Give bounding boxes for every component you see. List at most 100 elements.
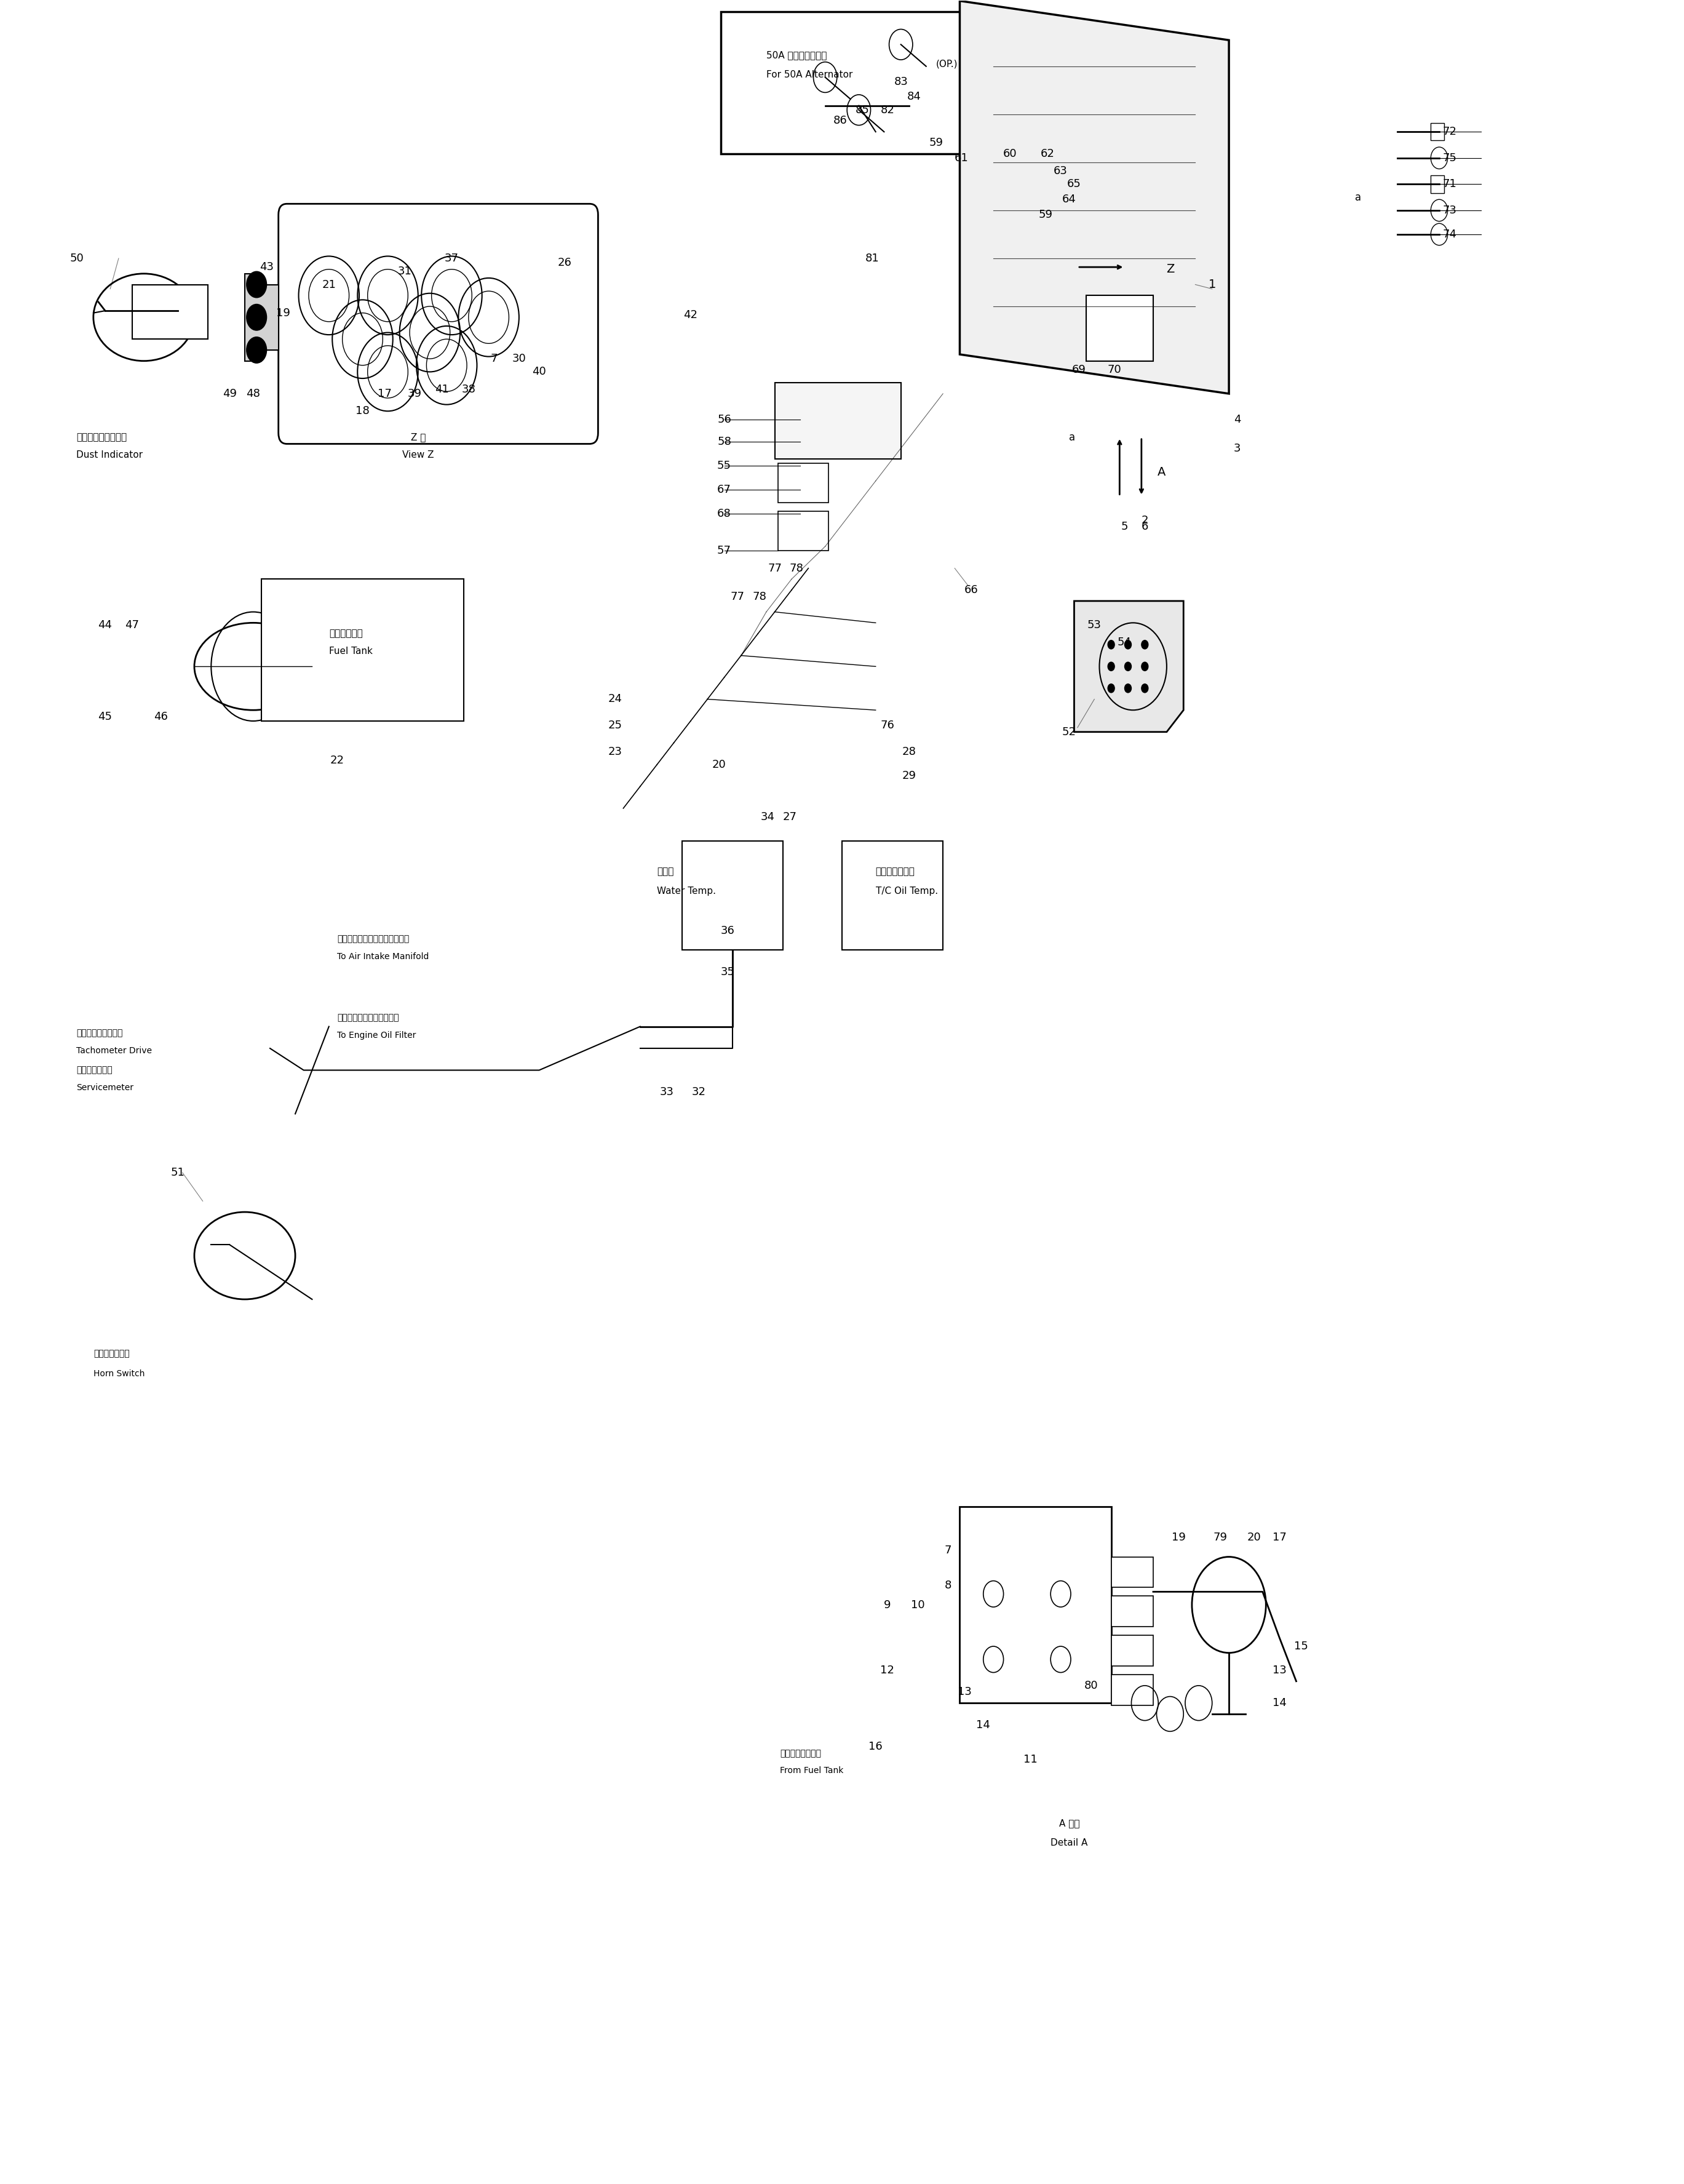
Text: 70: 70 bbox=[1108, 365, 1122, 376]
Text: 8: 8 bbox=[945, 1579, 951, 1590]
Text: 33: 33 bbox=[660, 1085, 674, 1099]
Text: Fuel Tank: Fuel Tank bbox=[328, 646, 372, 655]
Polygon shape bbox=[1074, 601, 1184, 732]
Text: 14: 14 bbox=[977, 1719, 990, 1730]
Text: 17: 17 bbox=[377, 389, 391, 400]
Bar bbox=[842, 841, 943, 950]
Text: 10: 10 bbox=[911, 1599, 925, 1610]
Text: Servicemeter: Servicemeter bbox=[76, 1083, 133, 1092]
Ellipse shape bbox=[194, 1212, 295, 1299]
Text: 20: 20 bbox=[712, 760, 726, 771]
Text: To Air Intake Manifold: To Air Intake Manifold bbox=[337, 952, 429, 961]
Text: 69: 69 bbox=[1073, 365, 1086, 376]
Text: 22: 22 bbox=[330, 756, 345, 767]
Text: 11: 11 bbox=[1024, 1754, 1037, 1765]
Text: 16: 16 bbox=[869, 1741, 882, 1752]
Text: Dust Indicator: Dust Indicator bbox=[76, 450, 143, 459]
Text: 61: 61 bbox=[955, 153, 968, 164]
Text: 19: 19 bbox=[1172, 1531, 1186, 1542]
Bar bbox=[1431, 175, 1445, 192]
Ellipse shape bbox=[194, 622, 312, 710]
Text: 12: 12 bbox=[881, 1664, 894, 1675]
Text: 63: 63 bbox=[1054, 166, 1068, 177]
Text: 4: 4 bbox=[1234, 415, 1241, 426]
FancyBboxPatch shape bbox=[278, 203, 598, 443]
Text: 55: 55 bbox=[717, 461, 731, 472]
Bar bbox=[682, 841, 783, 950]
Text: 24: 24 bbox=[608, 695, 621, 705]
Text: 29: 29 bbox=[903, 771, 916, 782]
Text: 7: 7 bbox=[490, 354, 497, 365]
Text: ホーンスイッチ: ホーンスイッチ bbox=[93, 1350, 130, 1358]
Text: 84: 84 bbox=[908, 92, 921, 103]
Bar bbox=[1111, 1557, 1154, 1588]
Text: 2: 2 bbox=[1142, 515, 1148, 526]
Text: サービスメータ: サービスメータ bbox=[76, 1066, 113, 1075]
Circle shape bbox=[1108, 640, 1115, 649]
Text: 35: 35 bbox=[721, 968, 734, 978]
Text: 7: 7 bbox=[945, 1544, 951, 1555]
Text: 77: 77 bbox=[768, 563, 781, 574]
Text: 78: 78 bbox=[753, 592, 766, 603]
Text: A 詳細: A 詳細 bbox=[1059, 1819, 1079, 1828]
Text: For 50A Alternator: For 50A Alternator bbox=[766, 70, 852, 79]
Circle shape bbox=[1125, 640, 1132, 649]
Text: Detail A: Detail A bbox=[1051, 1839, 1088, 1848]
Text: 5: 5 bbox=[1122, 522, 1128, 533]
Text: 74: 74 bbox=[1443, 229, 1457, 240]
Text: 13: 13 bbox=[958, 1686, 972, 1697]
Text: Water Temp.: Water Temp. bbox=[657, 887, 716, 895]
Text: 59: 59 bbox=[1039, 210, 1052, 221]
Text: 25: 25 bbox=[608, 721, 621, 732]
Text: Z 視: Z 視 bbox=[411, 432, 426, 441]
Bar bbox=[1086, 295, 1154, 360]
Text: 45: 45 bbox=[98, 712, 113, 723]
Text: 3: 3 bbox=[1234, 443, 1241, 454]
Text: 44: 44 bbox=[98, 620, 113, 631]
Circle shape bbox=[1142, 662, 1148, 670]
Text: a: a bbox=[1356, 192, 1361, 203]
Text: 60: 60 bbox=[1004, 149, 1017, 159]
Text: 37: 37 bbox=[445, 253, 458, 264]
Text: 80: 80 bbox=[1084, 1679, 1098, 1690]
Circle shape bbox=[1142, 684, 1148, 692]
Text: 31: 31 bbox=[397, 266, 411, 277]
Text: 78: 78 bbox=[790, 563, 803, 574]
Text: 42: 42 bbox=[684, 310, 697, 321]
Text: フェルタンクから: フェルタンクから bbox=[780, 1749, 822, 1758]
Circle shape bbox=[1125, 684, 1132, 692]
Bar bbox=[1111, 1675, 1154, 1706]
Text: Horn Switch: Horn Switch bbox=[93, 1369, 145, 1378]
Text: タコメータドライブ: タコメータドライブ bbox=[76, 1029, 123, 1037]
Bar bbox=[960, 1507, 1111, 1704]
Text: 28: 28 bbox=[903, 747, 916, 758]
Text: T/C Oil Temp.: T/C Oil Temp. bbox=[876, 887, 938, 895]
Text: 68: 68 bbox=[717, 509, 731, 520]
Text: 9: 9 bbox=[884, 1599, 891, 1610]
Text: 51: 51 bbox=[170, 1166, 185, 1179]
Text: 27: 27 bbox=[783, 812, 797, 823]
Text: トルコン油温計: トルコン油温計 bbox=[876, 867, 914, 876]
Circle shape bbox=[246, 336, 266, 363]
Text: 53: 53 bbox=[1088, 620, 1101, 631]
Text: 52: 52 bbox=[1063, 727, 1076, 738]
Text: 21: 21 bbox=[322, 280, 335, 290]
Text: 56: 56 bbox=[717, 415, 731, 426]
Text: 76: 76 bbox=[881, 721, 894, 732]
Text: 34: 34 bbox=[761, 812, 775, 823]
Text: エアーインテークマニホールヘ: エアーインテークマニホールヘ bbox=[337, 935, 409, 943]
Text: 71: 71 bbox=[1443, 179, 1457, 190]
Text: 85: 85 bbox=[855, 105, 869, 116]
Text: 73: 73 bbox=[1443, 205, 1457, 216]
Text: 30: 30 bbox=[512, 354, 525, 365]
Text: A: A bbox=[1157, 467, 1165, 478]
Text: 6: 6 bbox=[1142, 522, 1148, 533]
Bar bbox=[721, 11, 970, 153]
Text: 40: 40 bbox=[532, 367, 546, 378]
Bar bbox=[1111, 1636, 1154, 1666]
Text: 77: 77 bbox=[731, 592, 744, 603]
Bar bbox=[778, 463, 829, 502]
Text: 57: 57 bbox=[717, 546, 731, 557]
Text: 38: 38 bbox=[461, 384, 475, 395]
Text: 75: 75 bbox=[1443, 153, 1457, 164]
